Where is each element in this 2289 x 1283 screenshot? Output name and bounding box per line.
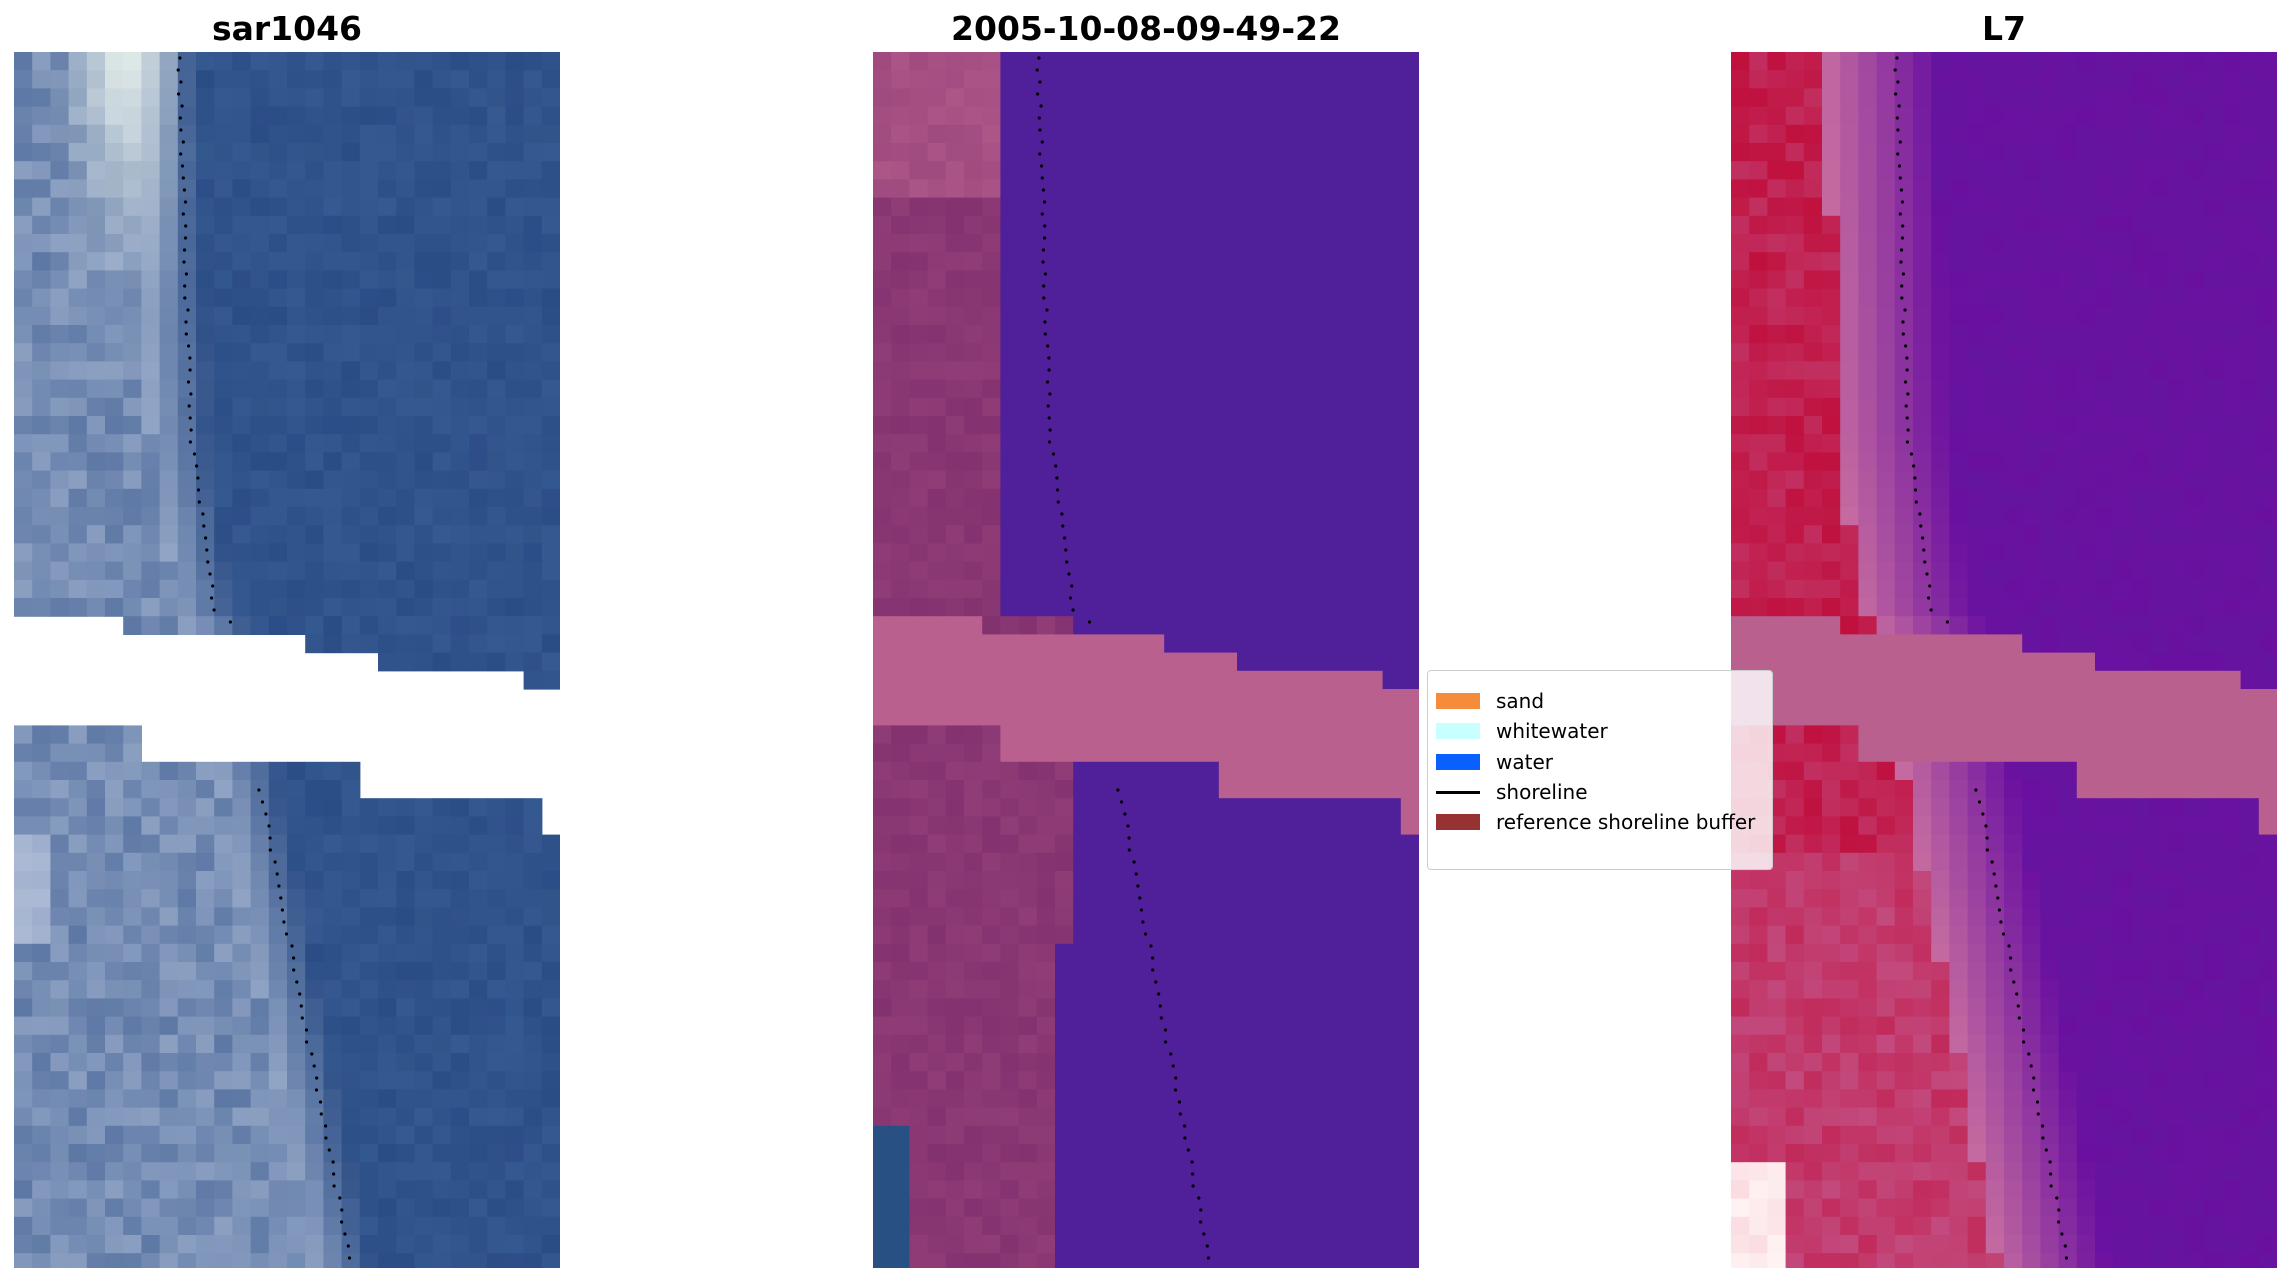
- rgb-satellite-image: [14, 52, 560, 1268]
- legend: sand whitewater water shoreline referenc…: [1427, 670, 1773, 870]
- pixel-grid: [873, 52, 1419, 1268]
- panel-title-date: 2005-10-08-09-49-22: [951, 9, 1341, 48]
- rgb-image-panel: [14, 52, 560, 1268]
- pixel-grid: [1731, 52, 2277, 1268]
- shoreline-dots: [1035, 56, 1211, 1260]
- legend-item-sand: sand: [1428, 686, 1544, 716]
- index-image-panel: [1731, 52, 2277, 1268]
- legend-label-water: water: [1496, 750, 1553, 774]
- legend-label-sand: sand: [1496, 689, 1545, 713]
- pixel-grid: [14, 52, 560, 1268]
- shoreline-line-swatch: [1436, 790, 1480, 794]
- whitewater-swatch: [1436, 723, 1480, 739]
- shoreline-dots: [176, 56, 352, 1260]
- legend-item-buffer: reference shoreline buffer: [1428, 807, 1755, 837]
- legend-item-shoreline: shoreline: [1428, 777, 1588, 807]
- legend-item-whitewater: whitewater: [1428, 716, 1608, 746]
- classified-image: [873, 52, 1419, 1268]
- classified-image-panel: [873, 52, 1419, 1268]
- index-image: [1731, 52, 2277, 1268]
- panel-title-l7: L7: [1982, 9, 2026, 48]
- legend-label-shoreline: shoreline: [1496, 780, 1588, 804]
- water-swatch: [1436, 754, 1480, 770]
- buffer-swatch: [1436, 814, 1480, 830]
- legend-item-water: water: [1428, 747, 1553, 777]
- panel-title-sar: sar1046: [211, 9, 363, 48]
- shoreline-dots: [1893, 56, 2069, 1260]
- sand-swatch: [1436, 693, 1480, 709]
- legend-label-buffer: reference shoreline buffer: [1496, 810, 1756, 834]
- legend-label-whitewater: whitewater: [1496, 719, 1608, 743]
